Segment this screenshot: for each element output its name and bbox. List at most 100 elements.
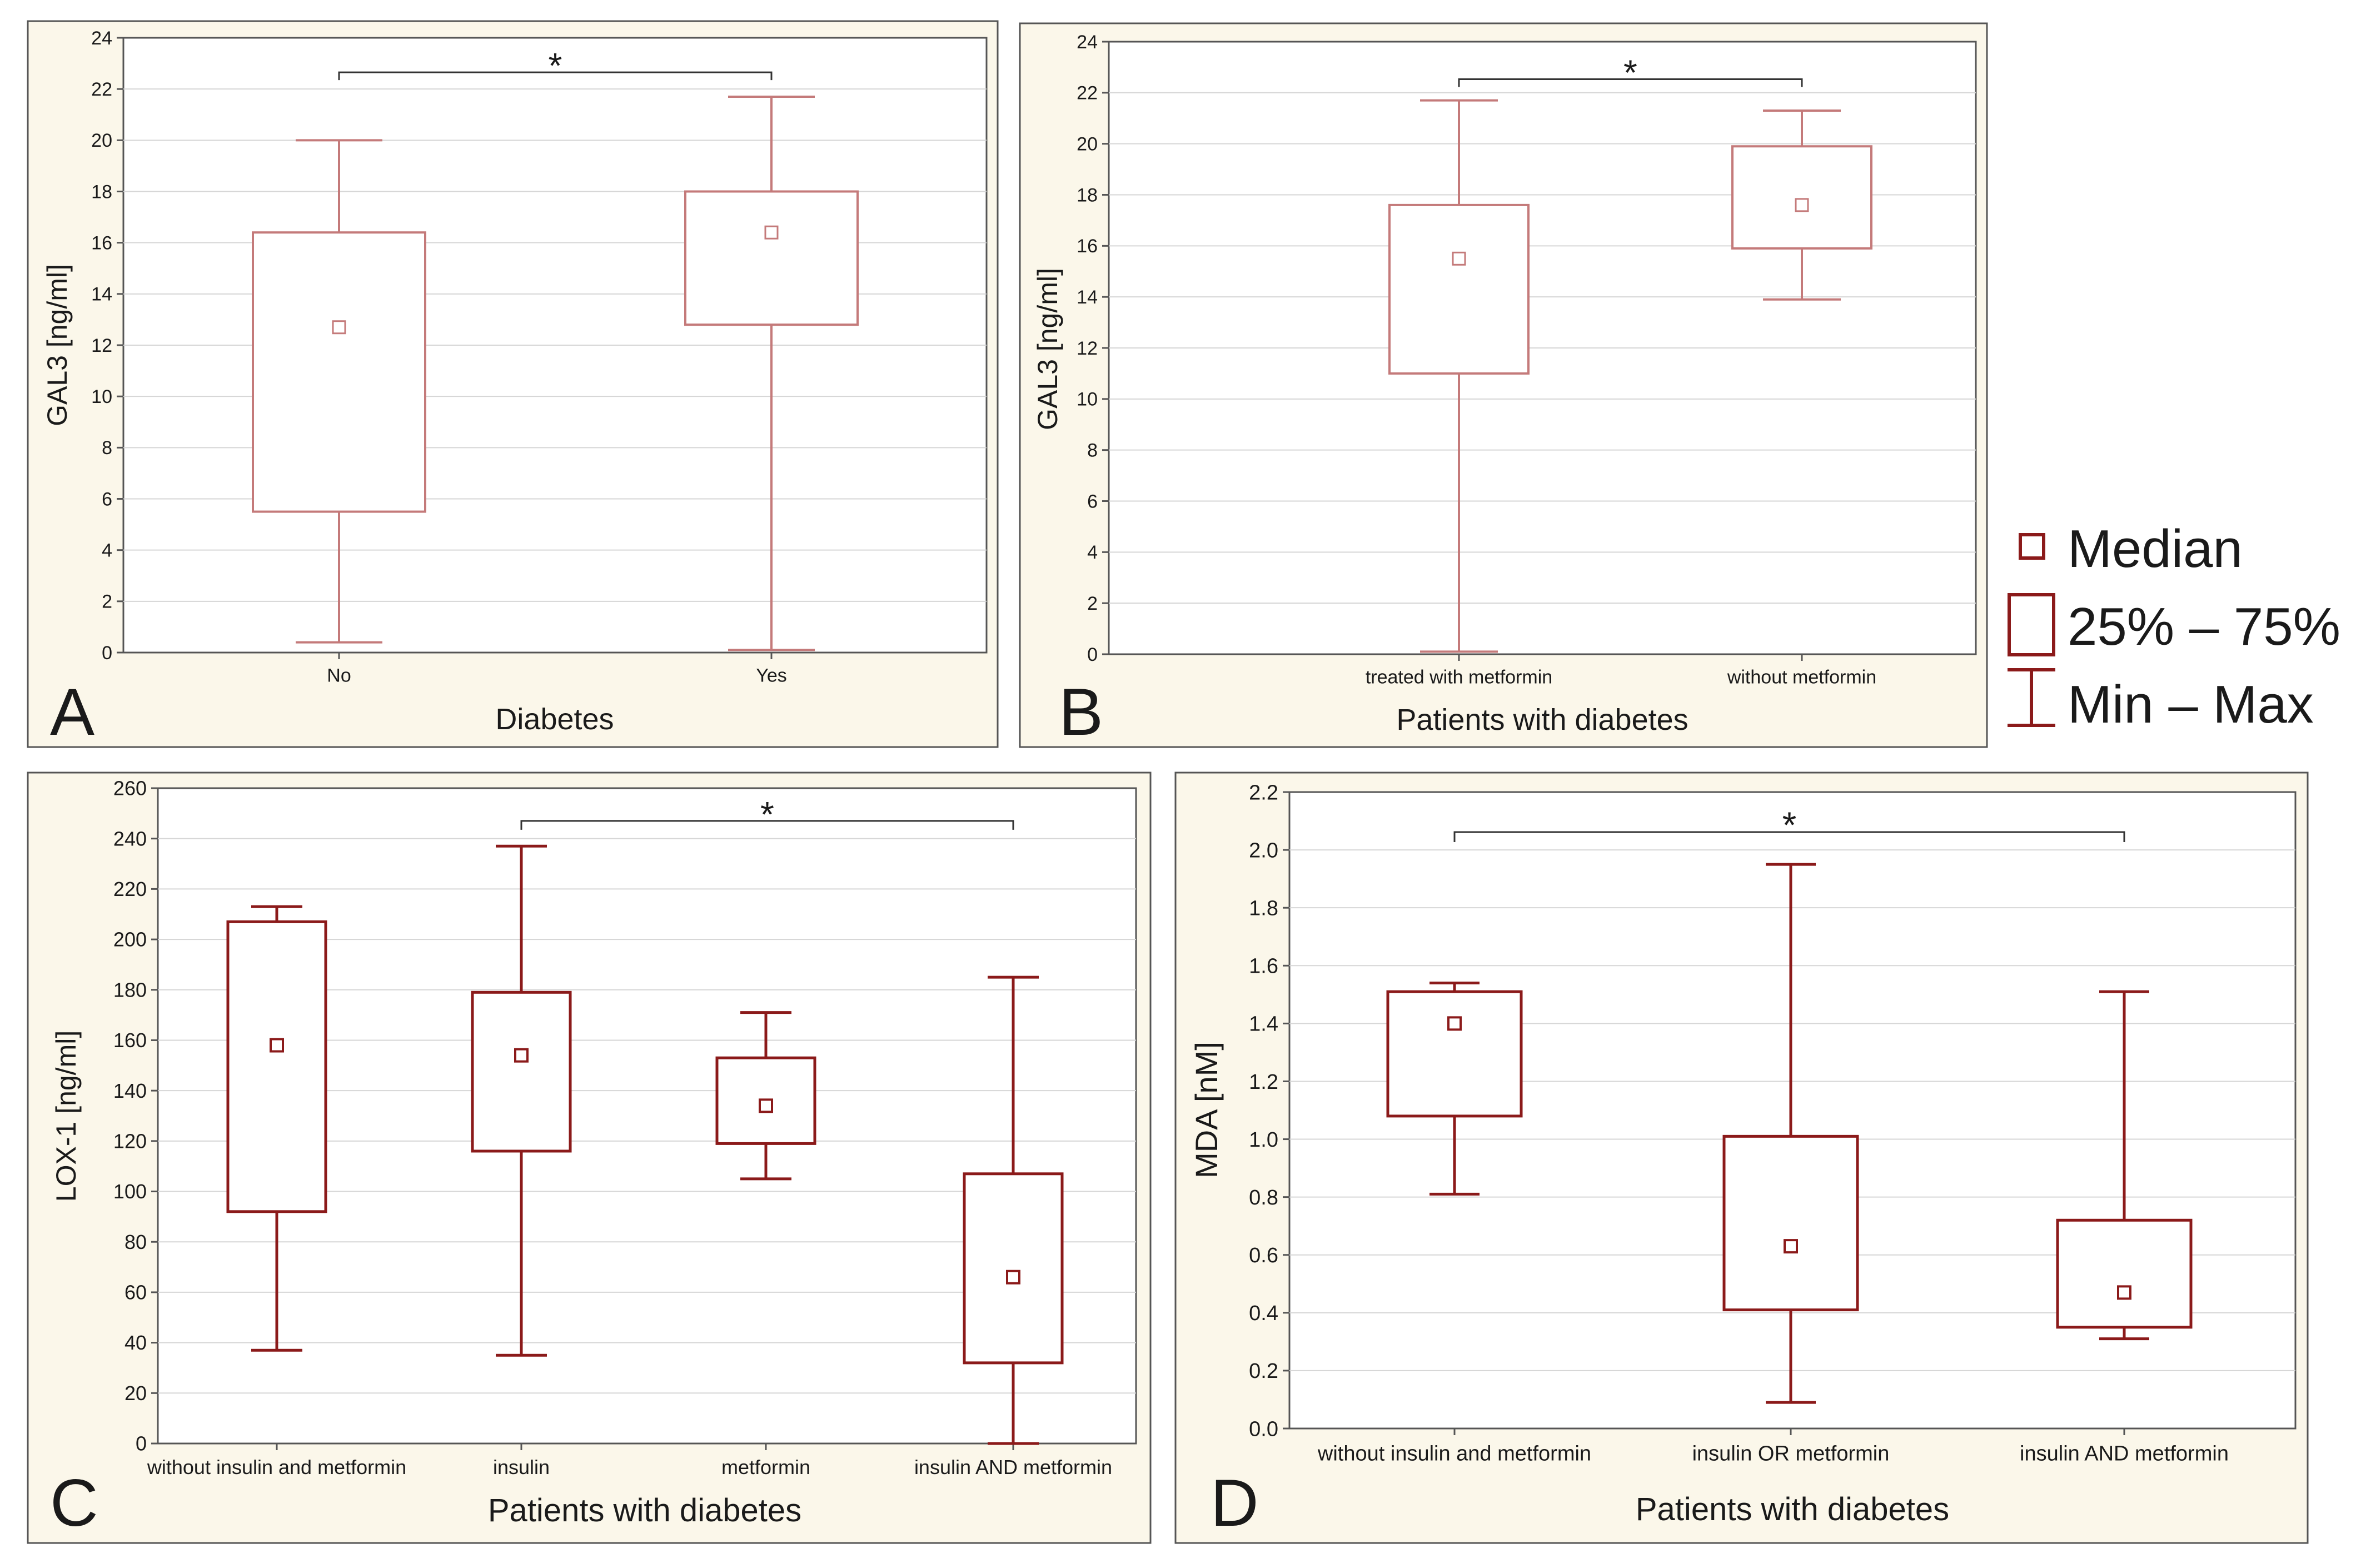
panel-b-box-1 (1731, 109, 1872, 301)
panel-c-significance-star: * (760, 794, 774, 834)
panel-d-boxes (1386, 863, 2193, 1404)
panel-c-box-3 (963, 975, 1064, 1445)
panel-d-category-label: insulin OR metformin (1692, 1442, 1890, 1466)
panel-c-y-tick-label: 100 (113, 1180, 147, 1203)
panel-c-x-ticks: without insulin and metformin insulin metf… (147, 1443, 1112, 1479)
median-marker (1447, 1016, 1462, 1031)
panel-d-significance: * (1453, 804, 2125, 845)
legend: Median 25% – 75% Min – Max (2008, 519, 2340, 734)
panel-a-y-tick-label: 22 (91, 79, 112, 100)
panel-c-y-tick-label: 220 (113, 878, 147, 900)
panel-a-x-ticks: No Yes (327, 653, 787, 686)
panel-c-boxes (226, 844, 1064, 1445)
panel-d-y-tick-label: 0.8 (1249, 1186, 1278, 1209)
iqr-box (1386, 990, 1523, 1118)
median-marker (764, 225, 779, 240)
panel-d-y-tick-label: 1.6 (1249, 955, 1278, 978)
panel-a-y-tick-label: 20 (91, 130, 112, 151)
panel-a-y-tick-label: 2 (102, 591, 112, 613)
median-marker (1795, 198, 1809, 212)
panel-a-y-axis-label: GAL3 [ng/ml] (42, 264, 73, 426)
panel-a-y-tick-label: 10 (91, 386, 112, 407)
panel-d-y-tick-label: 0.0 (1249, 1417, 1278, 1441)
median-marker (270, 1038, 284, 1053)
panel-d-y-ticks: 0.0 0.2 0.4 0.6 0.8 1.0 1.2 1.4 1.6 1.8 2.0 2.2 (1249, 781, 1289, 1441)
panel-c-category-label: without insulin and metformin (147, 1456, 406, 1479)
panel-b-x-ticks: treated with metformin without metformin (1366, 654, 1876, 688)
panel-b-boxes (1388, 99, 1872, 653)
panel-c-box-1 (471, 844, 572, 1357)
panel-b-significance: * (1458, 53, 1803, 93)
panel-b-y-tick-label: 10 (1077, 389, 1098, 410)
panel-a-y-tick-label: 0 (102, 643, 112, 664)
panel-d-y-tick-label: 0.6 (1249, 1244, 1278, 1267)
panel-a-letter: A (50, 675, 94, 749)
median-marker (1452, 251, 1466, 266)
median-marker (514, 1048, 529, 1063)
panel-d: 0.0 0.2 0.4 0.6 0.8 1.0 1.2 1.4 1.6 1.8 2.0 2.2 wit… (1174, 771, 2309, 1544)
panel-d-letter: D (1211, 1466, 1259, 1540)
panel-b-y-tick-label: 6 (1087, 491, 1098, 512)
panel-a-significance-bracket (338, 71, 773, 81)
legend-median-label: Median (2068, 519, 2243, 579)
panel-c-y-ticks: 0 20 40 60 80 100 120 140 160 180 200 220 240 260 (113, 777, 158, 1455)
panel-d-y-tick-label: 1.2 (1249, 1071, 1278, 1094)
panel-b-y-tick-label: 0 (1087, 644, 1098, 665)
panel-a-y-tick-label: 6 (102, 489, 112, 510)
iqr-box (226, 920, 327, 1213)
panel-a-y-tick-label: 24 (91, 28, 112, 49)
legend-box-label: 25% – 75% (2068, 597, 2340, 656)
iqr-box (684, 190, 859, 326)
panel-a-boxes (252, 95, 859, 651)
legend-median-icon (2019, 533, 2045, 560)
panel-a-y-tick-label: 12 (91, 335, 112, 356)
iqr-box (715, 1056, 816, 1145)
panel-b-gridlines (1109, 92, 1976, 604)
panel-d-y-tick-label: 0.2 (1249, 1360, 1278, 1383)
panel-d-category-label: insulin AND metformin (2020, 1442, 2229, 1466)
panel-b-y-tick-label: 22 (1077, 83, 1098, 104)
panel-d-y-tick-label: 0.4 (1249, 1302, 1278, 1325)
panel-a-y-tick-label: 14 (91, 284, 112, 305)
panel-b-significance-bracket (1458, 78, 1803, 87)
panel-c-category-label: insulin (493, 1456, 550, 1479)
panel-a-y-tick-label: 18 (91, 181, 112, 202)
panel-d-category-label: without insulin and metformin (1317, 1442, 1591, 1466)
panel-d-box-1 (1722, 863, 1859, 1404)
panel-a-significance: * (338, 46, 773, 86)
panel-d-box-0 (1386, 982, 1523, 1196)
panel-d-y-axis-label: MDA [nM] (1189, 1042, 1224, 1178)
panel-d-x-ticks: without insulin and metformin insulin OR … (1317, 1428, 2229, 1466)
panel-b-category-label: treated with metformin (1366, 667, 1552, 688)
iqr-box (1731, 145, 1872, 250)
panel-b-y-tick-label: 14 (1077, 287, 1098, 308)
panel-a-box-1 (684, 95, 859, 651)
panel-b-box-0 (1388, 99, 1530, 653)
panel-a-category-label: No (327, 665, 351, 686)
panel-b-y-tick-label: 8 (1087, 440, 1098, 461)
legend-range-label: Min – Max (2068, 675, 2314, 734)
panel-b-y-tick-label: 12 (1077, 338, 1098, 359)
panel-d-y-tick-label: 2.0 (1249, 839, 1278, 862)
panel-b-x-axis-label: Patients with diabetes (1396, 703, 1688, 736)
panel-a-significance-star: * (549, 46, 562, 86)
panel-a-category-label: Yes (756, 665, 786, 686)
median-marker (2117, 1285, 2131, 1300)
panel-b-letter: B (1059, 675, 1103, 749)
median-marker (1006, 1270, 1020, 1285)
panel-b-y-tick-label: 2 (1087, 593, 1098, 614)
panel-b-category-label: without metformin (1727, 667, 1876, 688)
panel-c-y-tick-label: 120 (113, 1129, 147, 1152)
panel-d-box-2 (2056, 990, 2193, 1341)
panel-b-significance-star: * (1623, 53, 1637, 93)
panel-d-x-axis-label: Patients with diabetes (1636, 1491, 1949, 1527)
panel-c-y-tick-label: 140 (113, 1079, 147, 1102)
iqr-box (2056, 1218, 2193, 1329)
panel-b-y-tick-label: 24 (1077, 32, 1098, 53)
panel-a-y-tick-label: 16 (91, 233, 112, 254)
panel-d-y-tick-label: 1.0 (1249, 1128, 1278, 1152)
iqr-box (963, 1172, 1064, 1365)
